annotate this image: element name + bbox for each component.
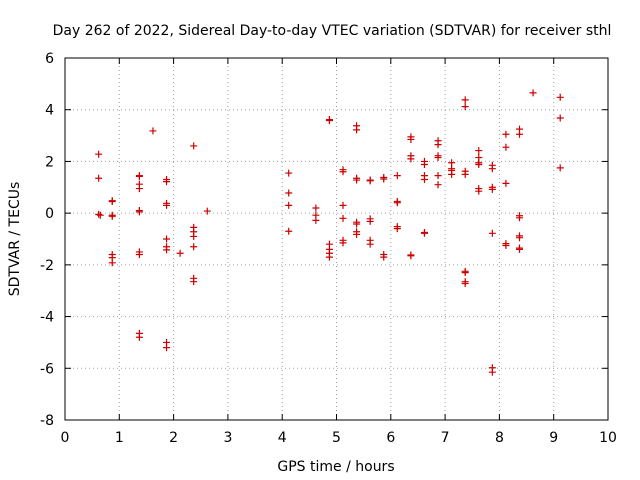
data-point (394, 172, 401, 179)
data-point (475, 147, 482, 154)
data-points (95, 89, 564, 375)
data-point (380, 176, 387, 183)
data-point (448, 171, 455, 178)
x-tick-label: 6 (386, 430, 395, 446)
data-point (95, 151, 102, 158)
data-point (435, 154, 442, 161)
x-tick-label: 2 (169, 430, 178, 446)
x-tick-label: 1 (115, 430, 124, 446)
data-point (462, 280, 469, 287)
data-point (340, 202, 347, 209)
data-point (190, 142, 197, 149)
data-point (394, 199, 401, 206)
y-tick-label: 4 (45, 103, 54, 119)
data-point (136, 334, 143, 341)
x-axis-tick-labels: 0 1 2 3 4 5 6 7 8 9 10 (61, 430, 617, 446)
data-point (95, 211, 102, 218)
data-point (312, 217, 319, 224)
y-tick-label: 0 (45, 206, 54, 222)
data-point (421, 230, 428, 237)
data-point (516, 131, 523, 138)
data-point (557, 94, 564, 101)
data-point (462, 103, 469, 110)
x-tick-label: 10 (599, 430, 617, 446)
data-point (435, 181, 442, 188)
x-axis-label: GPS time / hours (277, 459, 394, 475)
data-point (557, 114, 564, 121)
data-point (367, 241, 374, 248)
data-point (502, 131, 509, 138)
data-point (516, 246, 523, 253)
data-point (326, 254, 333, 261)
data-point (353, 177, 360, 184)
y-tick-label: 2 (45, 154, 54, 170)
data-point (285, 189, 292, 196)
x-tick-label: 8 (495, 430, 504, 446)
y-axis-label: SDTVAR / TECUs (7, 182, 23, 297)
data-point (407, 252, 414, 259)
data-point (95, 175, 102, 182)
data-point (475, 161, 482, 168)
data-point (285, 202, 292, 209)
data-point (326, 117, 333, 124)
data-point (353, 221, 360, 228)
data-point (530, 89, 537, 96)
data-point (136, 185, 143, 192)
data-point (109, 213, 116, 220)
data-point (340, 215, 347, 222)
data-point (462, 96, 469, 103)
data-point (502, 144, 509, 151)
data-point (109, 197, 116, 204)
x-tick-label: 7 (441, 430, 450, 446)
x-tick-label: 4 (278, 430, 287, 446)
sdtvar-scatter-chart: Day 262 of 2022, Sidereal Day-to-day VTE… (0, 0, 640, 480)
data-point (149, 127, 156, 134)
data-point (489, 230, 496, 237)
y-tick-label: -4 (40, 310, 54, 326)
data-point (163, 236, 170, 243)
x-tick-label: 3 (223, 430, 232, 446)
y-tick-label: 6 (45, 51, 54, 67)
data-point (557, 164, 564, 171)
x-tick-label: 0 (61, 430, 70, 446)
data-point (285, 170, 292, 177)
y-axis-tick-labels: -8 -6 -4 -2 0 2 4 6 (40, 51, 54, 429)
y-tick-label: -8 (40, 413, 54, 429)
y-tick-label: -6 (40, 361, 54, 377)
data-point (489, 369, 496, 376)
data-point (435, 172, 442, 179)
data-point (177, 250, 184, 257)
data-point (285, 228, 292, 235)
data-point (421, 176, 428, 183)
data-point (489, 165, 496, 172)
data-point (136, 208, 143, 215)
data-point (163, 344, 170, 351)
data-point (163, 246, 170, 253)
data-point (136, 173, 143, 180)
data-point (462, 269, 469, 276)
data-point (462, 171, 469, 178)
data-point (435, 141, 442, 148)
data-point (353, 126, 360, 133)
grid-lines (65, 58, 608, 420)
x-tick-label: 9 (549, 430, 558, 446)
data-point (502, 180, 509, 187)
data-point (190, 243, 197, 250)
data-point (367, 177, 374, 184)
data-point (190, 278, 197, 285)
data-point (312, 204, 319, 211)
data-point (502, 242, 509, 249)
data-point (190, 233, 197, 240)
data-point (421, 161, 428, 168)
chart-title: Day 262 of 2022, Sidereal Day-to-day VTE… (53, 23, 612, 39)
y-tick-label: -2 (40, 258, 54, 274)
data-point (516, 234, 523, 241)
x-tick-label: 5 (332, 430, 341, 446)
